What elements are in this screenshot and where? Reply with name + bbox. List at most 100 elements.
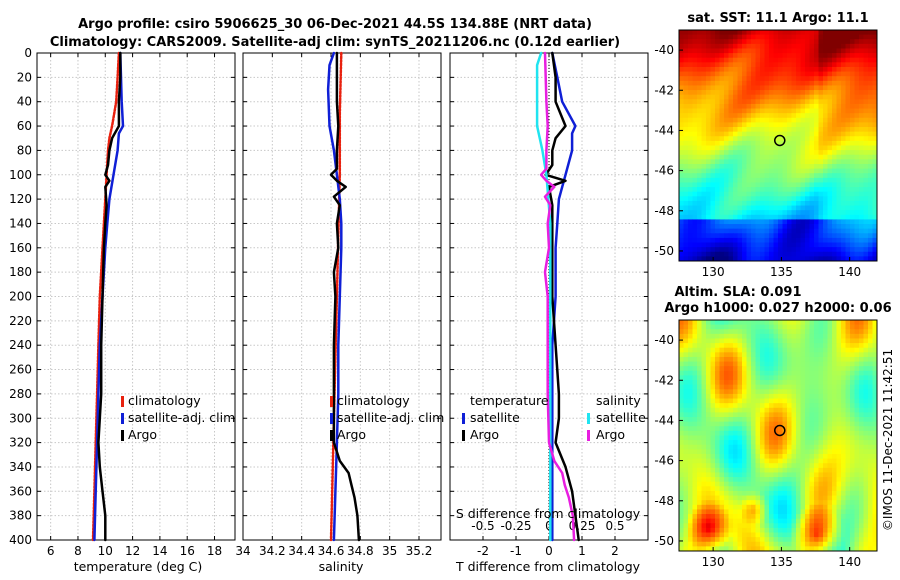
map-cell: [715, 527, 721, 534]
map-cell: [742, 256, 748, 261]
map-cell: [800, 398, 806, 404]
map-cell: [832, 187, 838, 193]
map-cell: [787, 320, 793, 326]
map-cell: [872, 389, 877, 395]
map-cell: [827, 338, 833, 344]
map-cell: [746, 154, 752, 160]
map-cell: [692, 57, 698, 63]
map-cell: [764, 430, 770, 437]
map-cell: [872, 481, 877, 487]
map-cell: [805, 43, 811, 50]
map-cell: [710, 370, 716, 377]
map-cell: [832, 66, 838, 73]
map-cell: [854, 80, 860, 87]
map-cell: [854, 256, 860, 261]
map-cell: [800, 366, 806, 372]
map-cell: [733, 352, 739, 358]
map-cell: [845, 177, 851, 184]
map-cell: [679, 486, 685, 492]
map-cell: [769, 380, 775, 386]
map-cell: [742, 57, 748, 63]
map-cell: [715, 108, 721, 114]
map-cell: [773, 80, 779, 87]
map-cell: [836, 94, 842, 100]
map-cell: [737, 532, 743, 538]
map-cell: [683, 90, 689, 96]
map-cell: [827, 182, 833, 188]
map-cell: [859, 458, 865, 464]
map-cell: [796, 449, 802, 455]
map-cell: [778, 412, 784, 418]
map-cell: [859, 113, 865, 119]
legend-swatch-climatology: [330, 396, 333, 407]
map-cell: [836, 53, 842, 59]
map-cell: [724, 154, 730, 160]
map-cell: [823, 356, 829, 363]
map-cell: [715, 66, 721, 73]
map-cell: [859, 90, 865, 96]
map-cell: [760, 85, 766, 91]
map-cell: [679, 200, 685, 207]
map-cell: [863, 514, 869, 520]
map-cell: [737, 338, 743, 344]
map-cell: [845, 356, 851, 363]
map-cell: [710, 214, 716, 221]
map-cell: [724, 256, 730, 261]
map-cell: [679, 247, 685, 253]
map-cell: [823, 228, 829, 234]
map-cell: [751, 509, 757, 515]
map-cell: [800, 495, 806, 501]
map-cell: [872, 467, 877, 474]
map-cell: [755, 537, 761, 543]
map-cell: [787, 449, 793, 455]
map-cell: [845, 233, 851, 239]
map-cell: [692, 426, 698, 432]
map-cell: [751, 251, 757, 257]
map-cell: [733, 370, 739, 377]
map-cell: [809, 370, 815, 377]
map-cell: [800, 440, 806, 446]
map-cell: [863, 444, 869, 450]
map-cell: [719, 421, 725, 427]
map-cell: [800, 233, 806, 239]
map-cell: [697, 352, 703, 358]
map-cell: [746, 62, 752, 68]
map-cell: [778, 53, 784, 59]
map-cell: [706, 173, 712, 179]
map-cell: [683, 53, 689, 59]
map-cell: [836, 39, 842, 45]
map-cell: [832, 76, 838, 82]
imos-credit: ©IMOS 11-Dec-2021 11:42:51: [881, 349, 895, 531]
map-cell: [719, 472, 725, 478]
map-cell: [683, 150, 689, 156]
map-cell: [809, 320, 815, 326]
map-cell: [746, 191, 752, 197]
map-cell: [800, 375, 806, 381]
map-cell: [755, 472, 761, 478]
map-cell: [796, 177, 802, 184]
map-cell: [755, 219, 761, 225]
map-cell: [868, 389, 874, 395]
map-cell: [778, 43, 784, 50]
map-cell: [679, 34, 685, 40]
map-cell: [782, 210, 788, 216]
map-cell: [755, 384, 761, 390]
map-cell: [841, 173, 847, 179]
map-cell: [841, 375, 847, 381]
map-cell: [818, 449, 824, 455]
map-cell: [733, 196, 739, 202]
map-cell: [728, 224, 734, 230]
map-cell: [773, 393, 779, 400]
map-cell: [719, 398, 725, 404]
map-cell: [751, 444, 757, 450]
map-cell: [872, 472, 877, 478]
map-cell: [823, 30, 829, 36]
map-cell: [701, 449, 707, 455]
map-cell: [724, 426, 730, 432]
map-cell: [719, 182, 725, 188]
map-cell: [796, 509, 802, 515]
map-cell: [769, 205, 775, 211]
map-cell: [823, 495, 829, 501]
map-cell: [845, 463, 851, 469]
map-cell: [683, 113, 689, 119]
